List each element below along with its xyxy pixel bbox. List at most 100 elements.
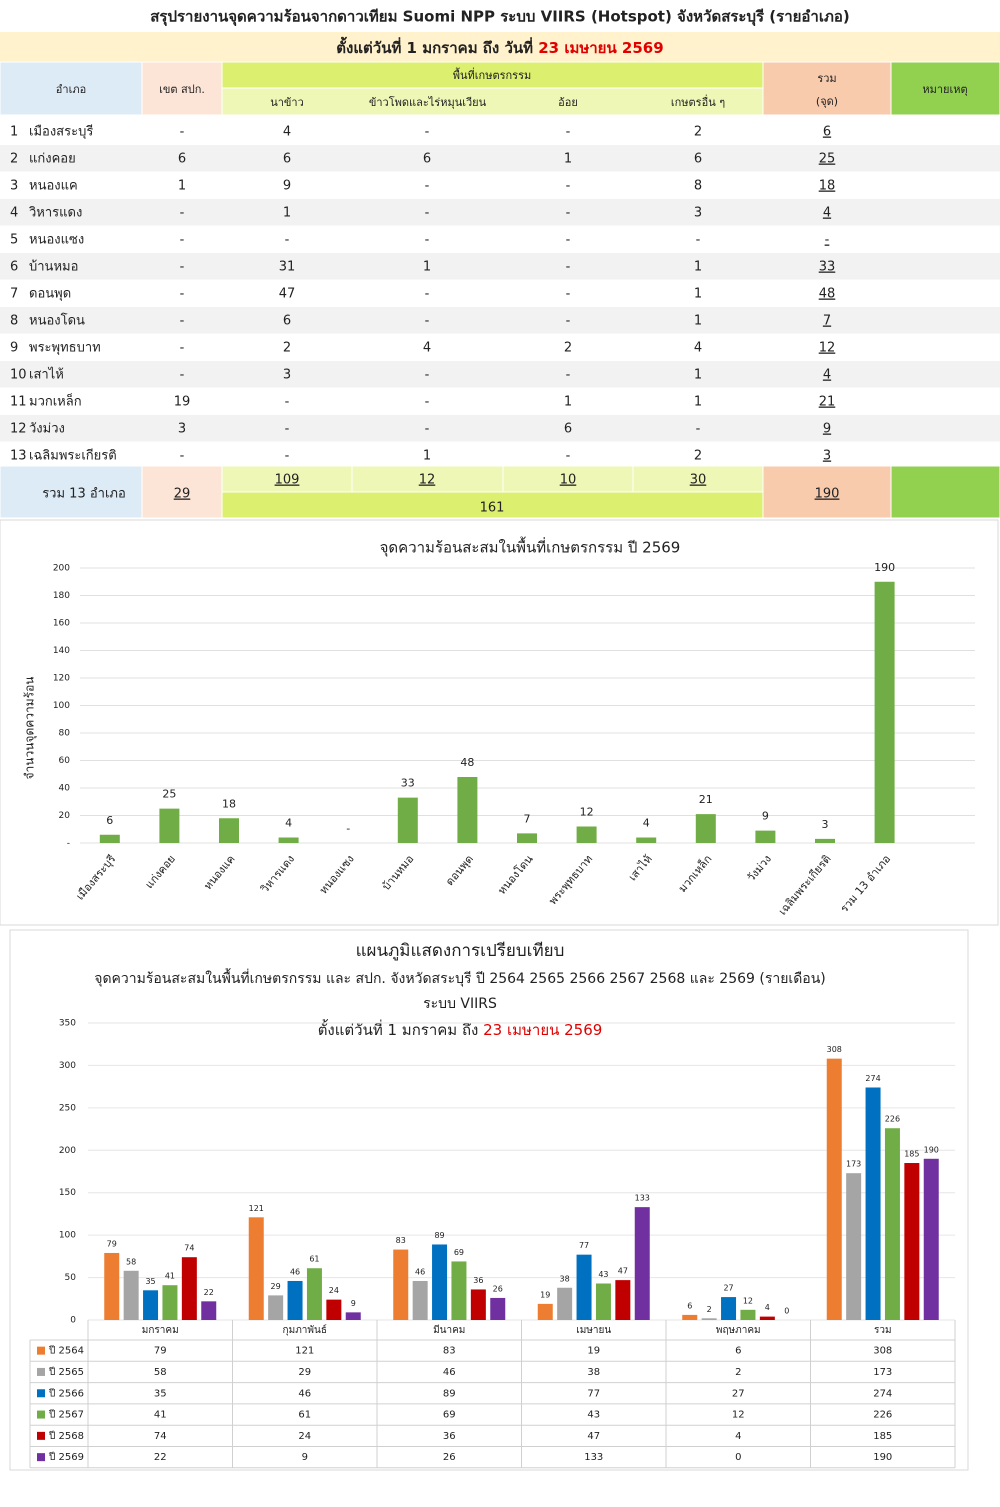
table-cell: -	[566, 233, 571, 248]
y-tick-label: 120	[53, 674, 70, 684]
table-cell: -	[180, 341, 185, 356]
data-label: 12	[580, 806, 594, 819]
table-row	[0, 253, 1000, 280]
bar	[143, 1290, 159, 1320]
bar	[432, 1244, 448, 1320]
data-label: 46	[290, 1267, 300, 1276]
bar	[759, 1316, 775, 1320]
district-name: วังม่วง	[29, 422, 65, 437]
table-row	[0, 415, 1000, 442]
data-label: 12	[743, 1296, 753, 1305]
data-label: 308	[827, 1045, 842, 1054]
table-row	[0, 145, 1000, 172]
table-cell: -	[425, 179, 430, 194]
data-label: 58	[126, 1257, 136, 1266]
table-cell: -	[285, 395, 290, 410]
table-cell: -	[180, 314, 185, 329]
row-number: 12	[10, 422, 27, 437]
table-value: 27	[732, 1388, 745, 1399]
y-axis-label: จำนวนจุดความร้อน	[23, 676, 38, 779]
table-value: 274	[873, 1388, 892, 1399]
legend-label: ปี 2567	[48, 1409, 84, 1421]
legend-label: ปี 2566	[48, 1387, 84, 1399]
data-label: 190	[874, 561, 895, 574]
total-cell	[221, 465, 764, 493]
y-tick-label: 50	[65, 1273, 77, 1283]
table-cell: 1	[564, 395, 572, 410]
report-title: สรุปรายงานจุดความร้อนจากดาวเทียม Suomi N…	[150, 8, 849, 27]
table-value: 4	[735, 1431, 741, 1442]
table-cell: 1	[694, 368, 702, 383]
chart-title: แผนภูมิแสดงการเปรียบเทียบ	[356, 941, 565, 961]
bar	[846, 1173, 862, 1320]
bar	[923, 1158, 939, 1320]
data-label: 2	[707, 1305, 712, 1314]
agri-total: 161	[480, 501, 505, 516]
table-cell: 1	[694, 314, 702, 329]
table-cell: 9	[823, 422, 831, 437]
table-value: 29	[298, 1367, 311, 1378]
table-value: 26	[443, 1452, 456, 1463]
table-cell: 9	[283, 179, 291, 194]
legend-swatch	[37, 1346, 45, 1355]
table-cell: -	[566, 449, 571, 464]
table-cell: 1	[694, 260, 702, 275]
table-value: 89	[443, 1388, 456, 1399]
table-value: 121	[295, 1346, 314, 1357]
data-label: 19	[540, 1290, 550, 1299]
header-cell	[141, 61, 223, 116]
table-value: 36	[443, 1431, 456, 1442]
row-number: 9	[10, 341, 18, 356]
table-cell: -	[825, 233, 830, 248]
total-cell	[0, 465, 143, 519]
data-label: -	[346, 822, 350, 835]
table-value: 69	[443, 1410, 456, 1421]
header-cell	[890, 61, 1000, 116]
district-name: หนองโดน	[29, 313, 85, 329]
bar	[393, 1249, 409, 1320]
table-value: 61	[298, 1410, 311, 1421]
chart-period: ตั้งแต่วันที่ 1 มกราคม ถึง 23 เมษายน 256…	[318, 1019, 603, 1039]
table-cell: -	[180, 125, 185, 140]
period-text: ตั้งแต่วันที่ 1 มกราคม ถึง วันที่	[336, 36, 533, 57]
data-label: 27	[723, 1284, 733, 1293]
total-label: รวม 13 อำเภอ	[42, 487, 126, 502]
table-cell: -	[566, 206, 571, 221]
data-label: 9	[762, 810, 769, 823]
header-label: เขต สปก.	[159, 83, 205, 96]
district-name: หนองแซง	[29, 233, 84, 248]
table-cell: -	[425, 422, 430, 437]
table-row	[0, 334, 1000, 361]
total-value: 29	[174, 487, 191, 502]
y-tick-label: 100	[59, 1231, 76, 1241]
period-band	[0, 32, 1000, 62]
table-cell: 4	[283, 125, 291, 140]
table-value: 79	[154, 1346, 167, 1357]
legend-swatch	[37, 1367, 45, 1376]
bar	[345, 1312, 361, 1320]
data-label: 0	[784, 1307, 789, 1316]
table-row	[0, 118, 1000, 145]
data-label: 77	[579, 1241, 589, 1250]
bar	[104, 1252, 120, 1320]
header-label: (จุด)	[816, 95, 838, 108]
table-value: 19	[587, 1346, 600, 1357]
data-label: 24	[329, 1286, 339, 1295]
data-label: 35	[145, 1277, 155, 1286]
y-tick-label: 100	[53, 701, 70, 711]
y-tick-label: 200	[59, 1146, 76, 1156]
total-value: 12	[419, 473, 436, 488]
bar	[181, 1257, 197, 1320]
table-row	[0, 388, 1000, 415]
bar	[123, 1270, 139, 1320]
bar	[682, 1314, 698, 1320]
data-label: 33	[401, 777, 415, 790]
legend-label: ปี 2564	[48, 1345, 84, 1357]
bar	[595, 1283, 611, 1320]
table-value: 308	[873, 1346, 892, 1357]
bar	[287, 1280, 303, 1320]
table-cell: -	[425, 368, 430, 383]
y-tick-label: 300	[59, 1061, 76, 1071]
table-value: 35	[154, 1388, 167, 1399]
